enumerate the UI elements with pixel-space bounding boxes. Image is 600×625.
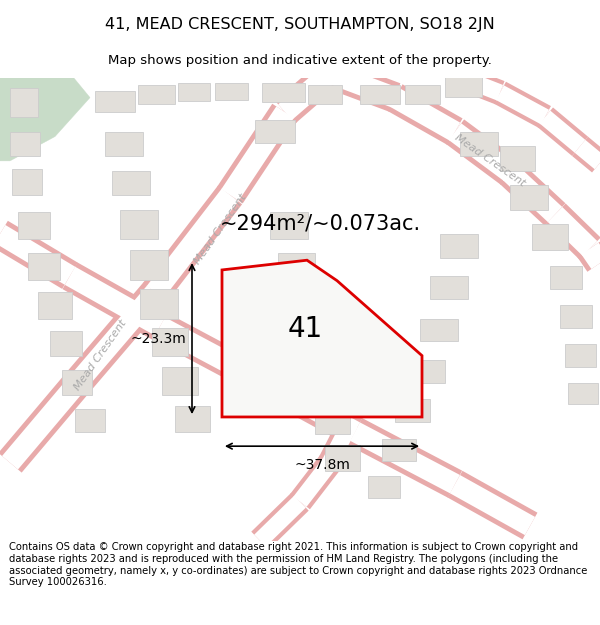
Polygon shape bbox=[278, 253, 315, 279]
Polygon shape bbox=[460, 132, 498, 156]
Polygon shape bbox=[262, 83, 305, 102]
Text: Map shows position and indicative extent of the property.: Map shows position and indicative extent… bbox=[108, 54, 492, 68]
Polygon shape bbox=[215, 83, 248, 99]
Polygon shape bbox=[10, 88, 38, 117]
Polygon shape bbox=[420, 319, 458, 341]
Polygon shape bbox=[430, 276, 468, 299]
Polygon shape bbox=[305, 370, 340, 396]
Text: Mead Crescent: Mead Crescent bbox=[453, 133, 527, 189]
Polygon shape bbox=[138, 85, 175, 104]
Polygon shape bbox=[560, 305, 592, 328]
Text: ~37.8m: ~37.8m bbox=[294, 458, 350, 472]
Polygon shape bbox=[368, 476, 400, 498]
Polygon shape bbox=[175, 406, 210, 432]
Polygon shape bbox=[255, 120, 295, 143]
Polygon shape bbox=[445, 77, 482, 97]
Polygon shape bbox=[325, 445, 360, 471]
Polygon shape bbox=[162, 368, 198, 394]
Polygon shape bbox=[120, 209, 158, 239]
Polygon shape bbox=[315, 408, 350, 434]
Polygon shape bbox=[50, 331, 82, 356]
Polygon shape bbox=[130, 251, 168, 279]
Text: Mead Crescent: Mead Crescent bbox=[72, 319, 128, 392]
Polygon shape bbox=[75, 409, 105, 432]
Polygon shape bbox=[405, 85, 440, 104]
Polygon shape bbox=[395, 399, 430, 422]
Polygon shape bbox=[0, 73, 90, 161]
Polygon shape bbox=[308, 85, 342, 104]
Polygon shape bbox=[18, 211, 50, 239]
Polygon shape bbox=[95, 91, 135, 112]
Polygon shape bbox=[222, 260, 422, 417]
Polygon shape bbox=[178, 83, 210, 101]
Polygon shape bbox=[532, 224, 568, 251]
Polygon shape bbox=[408, 359, 445, 383]
Polygon shape bbox=[510, 185, 548, 209]
Polygon shape bbox=[38, 292, 72, 319]
Polygon shape bbox=[286, 292, 322, 319]
Polygon shape bbox=[10, 132, 40, 156]
Text: Mead Crescent: Mead Crescent bbox=[192, 192, 248, 266]
Text: ~23.3m: ~23.3m bbox=[130, 332, 186, 346]
Polygon shape bbox=[500, 146, 535, 171]
Polygon shape bbox=[112, 171, 150, 195]
Polygon shape bbox=[12, 169, 42, 195]
Polygon shape bbox=[140, 289, 178, 319]
Polygon shape bbox=[270, 211, 308, 239]
Polygon shape bbox=[360, 85, 400, 104]
Polygon shape bbox=[550, 266, 582, 289]
Polygon shape bbox=[382, 439, 416, 461]
Polygon shape bbox=[152, 328, 188, 356]
Text: 41: 41 bbox=[287, 315, 323, 343]
Polygon shape bbox=[62, 370, 92, 394]
Polygon shape bbox=[565, 344, 596, 367]
Polygon shape bbox=[440, 234, 478, 258]
Text: 41, MEAD CRESCENT, SOUTHAMPTON, SO18 2JN: 41, MEAD CRESCENT, SOUTHAMPTON, SO18 2JN bbox=[105, 18, 495, 32]
Text: Contains OS data © Crown copyright and database right 2021. This information is : Contains OS data © Crown copyright and d… bbox=[9, 542, 587, 587]
Polygon shape bbox=[295, 331, 330, 357]
Polygon shape bbox=[28, 253, 60, 279]
Polygon shape bbox=[568, 383, 598, 404]
Text: ~294m²/~0.073ac.: ~294m²/~0.073ac. bbox=[220, 213, 421, 233]
Polygon shape bbox=[105, 132, 143, 156]
